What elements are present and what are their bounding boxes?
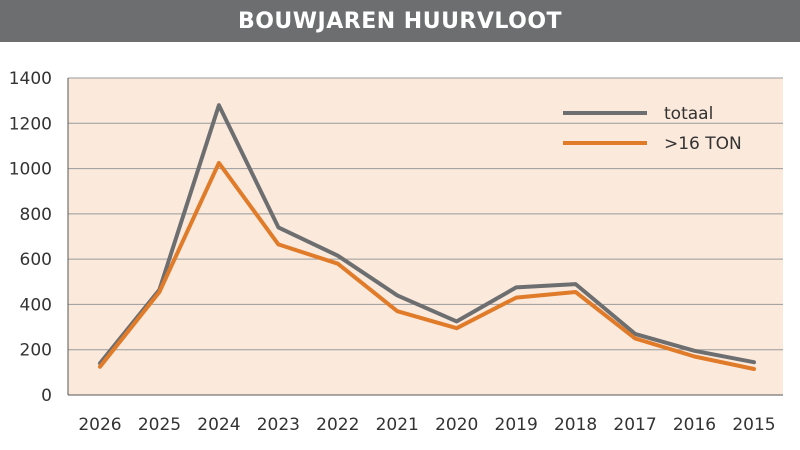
y-tick-label: 1000 [9,160,52,180]
chart-title-bar: BOUWJAREN HUURVLOOT [0,0,800,42]
x-tick-label: 2017 [613,415,656,435]
y-tick-label: 1200 [9,114,52,134]
x-tick-label: 2026 [78,415,121,435]
x-tick-label: 2020 [435,415,478,435]
x-tick-label: 2018 [554,415,597,435]
y-tick-label: 800 [20,205,52,225]
x-tick-label: 2022 [316,415,359,435]
y-tick-label: 600 [20,250,52,270]
x-tick-label: 2023 [257,415,300,435]
series-line-totaal [98,103,756,366]
legend-label: >16 TON [664,134,742,154]
chart-title: BOUWJAREN HUURVLOOT [237,8,563,34]
x-tick-label: 2016 [673,415,716,435]
series-line-over-16-ton [98,160,756,371]
x-tick-label: 2021 [376,415,419,435]
x-tick-label: 2015 [732,415,775,435]
x-tick-label: 2024 [197,415,240,435]
x-tick-label: 2025 [138,415,181,435]
x-tick-label: 2019 [495,415,538,435]
y-tick-label: 0 [41,386,52,406]
y-tick-label: 400 [20,295,52,315]
y-tick-label: 200 [20,341,52,361]
y-tick-label: 1400 [9,69,52,89]
legend-label: totaal [664,104,713,124]
